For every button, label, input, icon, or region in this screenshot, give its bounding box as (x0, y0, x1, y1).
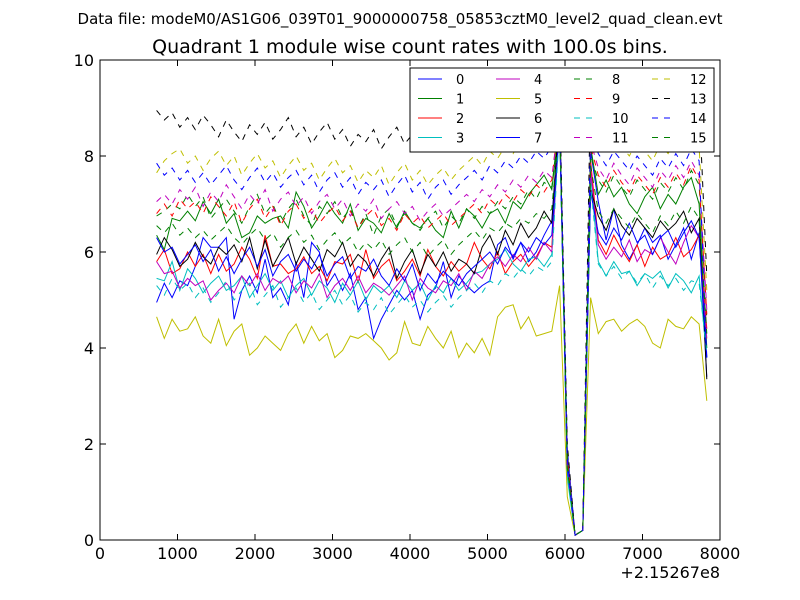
x-tick-label: 4000 (390, 544, 431, 563)
series-line-7 (156, 127, 708, 537)
legend-label-14: 14 (690, 112, 707, 127)
x-tick-label: 8000 (700, 544, 741, 563)
data-file-label: Data file: modeM0/AS1G06_039T01_90000007… (78, 10, 723, 29)
y-tick-label: 2 (84, 435, 94, 454)
legend-label-4: 4 (534, 73, 542, 88)
series-line-5 (156, 285, 708, 537)
series-line-6 (156, 110, 708, 537)
x-tick-label: 1000 (157, 544, 198, 563)
x-tick-label: 5000 (467, 544, 508, 563)
series-line-3 (156, 122, 708, 537)
legend-label-11: 11 (612, 132, 629, 147)
legend-label-13: 13 (690, 93, 707, 108)
legend-label-9: 9 (612, 93, 620, 108)
series-line-0 (156, 112, 708, 537)
x-offset-label: +2.15267e8 (620, 563, 720, 582)
legend-label-5: 5 (534, 93, 542, 108)
y-tick-label: 8 (84, 147, 94, 166)
series-line-15 (156, 122, 708, 537)
legend-label-2: 2 (456, 112, 464, 127)
legend-label-15: 15 (690, 132, 707, 147)
x-tick-label: 0 (95, 544, 105, 563)
legend-label-7: 7 (534, 132, 542, 147)
legend-label-12: 12 (690, 73, 707, 88)
legend-label-3: 3 (456, 132, 464, 147)
x-tick-label: 6000 (545, 544, 586, 563)
chart-title: Quadrant 1 module wise count rates with … (152, 36, 668, 58)
x-tick-label: 3000 (312, 544, 353, 563)
legend-label-8: 8 (612, 73, 620, 88)
series-line-2 (156, 115, 708, 537)
x-tick-label: 7000 (622, 544, 663, 563)
y-tick-label: 6 (84, 243, 94, 262)
legend-label-10: 10 (612, 112, 629, 127)
series-line-10 (156, 127, 708, 537)
series-line-9 (156, 112, 708, 537)
legend-box (409, 67, 715, 153)
y-tick-label: 0 (84, 531, 94, 550)
series-line-14 (156, 110, 708, 537)
legend-label-1: 1 (456, 93, 464, 108)
legend-label-6: 6 (534, 112, 542, 127)
series-line-11 (156, 112, 708, 537)
x-tick-label: 2000 (235, 544, 276, 563)
legend-label-0: 0 (456, 73, 464, 88)
y-tick-label: 10 (74, 51, 94, 70)
y-tick-label: 4 (84, 339, 94, 358)
